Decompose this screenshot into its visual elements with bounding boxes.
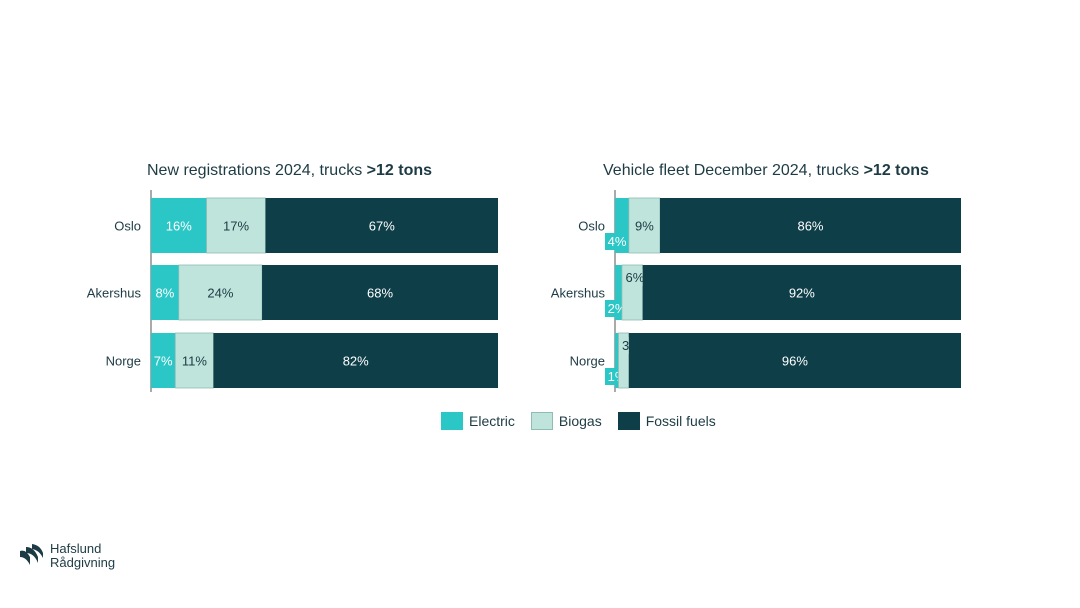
data-label-biogas-norge: 11% [182,354,207,369]
logo-line-2: Rådgivning [50,555,116,570]
data-label-electric-norge: 7% [154,354,173,369]
data-label-fossil-akershus: 68% [367,286,393,301]
bar-electric-akershus [615,265,622,320]
data-label-box-electric-oslo [605,233,629,250]
bar-fossil-akershus [642,265,961,320]
data-label-fossil-norge: 96% [782,354,808,369]
legend-item-biogas: Biogas [530,412,602,430]
bar-fossil-norge [213,333,498,388]
data-label-electric-akershus: 8% [155,286,174,301]
category-label-oslo: Oslo [578,219,605,234]
bar-electric-norge [615,333,619,388]
chart-title-new-registrations: New registrations 2024, trucks >12 tons [147,162,433,179]
category-label-akershus: Akershus [87,286,142,301]
data-label-biogas-akershus: 6% [626,270,645,285]
logo-wave-icon [20,544,43,565]
legend-label-electric: Electric [469,413,515,429]
legend-item-fossil: Fossil fuels [617,412,716,430]
company-logo: Hafslund Rådgivning [18,542,115,570]
bar-fossil-oslo [659,198,961,253]
bar-electric-norge [151,333,176,388]
legend: Electric Biogas Fossil fuels [441,412,732,430]
data-label-fossil-akershus: 92% [789,286,815,301]
category-label-oslo: Oslo [114,219,141,234]
legend-swatch-fossil [617,412,640,430]
data-label-biogas-oslo: 9% [635,219,654,234]
data-label-electric-oslo: 16% [166,219,192,234]
category-label-akershus: Akershus [551,286,606,301]
legend-label-fossil: Fossil fuels [645,413,716,429]
logo-line-1: Hafslund [50,541,102,556]
bar-biogas-norge [174,332,214,389]
legend-swatch-electric [441,412,463,430]
bar-electric-oslo [151,198,207,253]
category-label-norge: Norge [106,354,141,369]
data-label-electric-oslo: 4% [608,234,627,249]
data-label-biogas-oslo: 17% [223,219,249,234]
bar-fossil-akershus [262,265,498,320]
data-label-biogas-akershus: 24% [207,286,233,301]
bar-biogas-oslo [206,197,266,254]
bar-biogas-akershus [178,264,263,321]
legend-swatch-biogas [530,412,553,430]
data-label-box-biogas-akershus [622,269,647,286]
category-label-norge: Norge [570,354,605,369]
data-label-fossil-norge: 82% [343,354,369,369]
bar-electric-akershus [151,265,179,320]
data-label-fossil-oslo: 86% [797,219,823,234]
bar-fossil-oslo [265,198,498,253]
legend-item-electric: Electric [441,412,515,430]
chart-title-vehicle-fleet: Vehicle fleet December 2024, trucks >12 … [603,162,929,179]
bar-fossil-norge [628,333,961,388]
bar-biogas-oslo [628,197,661,254]
legend-label-biogas: Biogas [558,413,602,429]
data-label-fossil-oslo: 67% [369,219,395,234]
